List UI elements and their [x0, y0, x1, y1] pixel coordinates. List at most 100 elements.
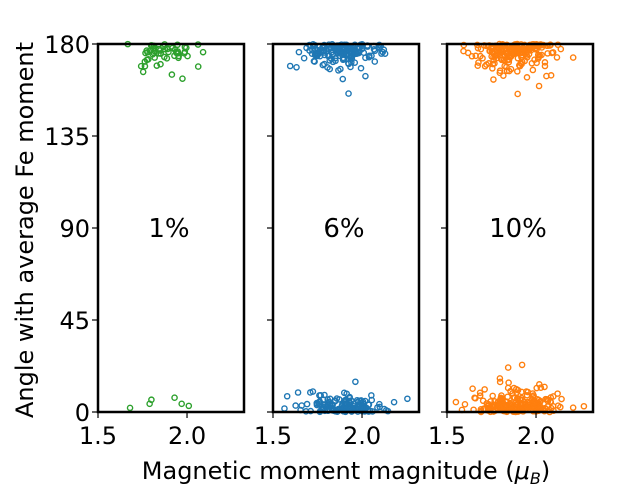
scatter-point — [371, 58, 379, 65]
scatter-point — [390, 398, 398, 406]
scatter-point — [569, 404, 577, 411]
scatter-point — [496, 50, 504, 57]
x-tick-label: 1.5 — [428, 422, 466, 450]
scatter-points-panel-1 — [124, 40, 207, 412]
scatter-point — [171, 394, 178, 401]
panel-annotation: 10% — [489, 214, 547, 244]
scatter-point — [139, 68, 147, 76]
scatter-point — [513, 389, 520, 396]
scatter-point — [314, 46, 322, 54]
scatter-point — [362, 72, 369, 80]
scatter-point — [550, 407, 557, 414]
scatter-point — [345, 397, 353, 405]
scatter-point — [349, 404, 357, 412]
scatter-point — [347, 63, 354, 71]
scatter-point — [157, 50, 164, 57]
y-tick-label: 45 — [59, 307, 90, 335]
scatter-point — [501, 62, 508, 70]
scatter-point — [376, 400, 383, 408]
scatter-point — [357, 64, 365, 72]
scatter-point — [505, 379, 512, 387]
panel-3: 1.5 2.0 10% — [428, 40, 595, 450]
y-axis-label: Angle with average Fe moment — [11, 42, 39, 418]
scatter-point — [468, 52, 476, 60]
scatter-point — [507, 46, 514, 54]
scatter-point — [148, 396, 155, 404]
scatter-point — [544, 50, 551, 57]
scatter-point — [504, 56, 512, 64]
scatter-point — [178, 400, 185, 408]
scatter-point — [523, 53, 531, 61]
scatter-point — [308, 50, 316, 58]
x-tick-label: 1.5 — [79, 422, 117, 450]
scatter-point — [569, 54, 577, 61]
scatter-point — [316, 392, 323, 399]
y-tick-label: 180 — [44, 31, 90, 59]
scatter-point — [365, 53, 373, 61]
scatter-point — [489, 65, 496, 72]
scatter-point — [513, 68, 521, 75]
scatter-point — [517, 59, 525, 67]
scatter-point — [165, 48, 172, 56]
x-tick-label: 2.0 — [168, 422, 206, 450]
scatter-point — [557, 45, 565, 53]
scatter-point — [518, 361, 526, 369]
scatter-point — [504, 364, 512, 371]
scatter-point — [294, 389, 302, 396]
scatter-point — [332, 57, 339, 65]
scatter-point — [352, 48, 360, 55]
scatter-point — [489, 392, 496, 400]
panel-annotation: 6% — [323, 214, 364, 244]
scatter-point — [541, 59, 549, 66]
scatter-point — [541, 383, 548, 391]
scatter-point — [354, 401, 362, 409]
scatter-point — [514, 90, 521, 98]
scatter-point — [489, 60, 497, 68]
scatter-point — [292, 402, 299, 409]
scatter-point — [481, 386, 488, 393]
scatter-point — [547, 72, 555, 79]
scatter-point — [469, 385, 476, 392]
scatter-point — [476, 389, 484, 397]
scatter-point — [283, 392, 291, 400]
scatter-point — [376, 403, 384, 411]
scatter-point — [368, 396, 376, 404]
scatter-point — [309, 388, 317, 395]
scatter-point — [523, 45, 531, 53]
x-tick-label: 2.0 — [517, 422, 555, 450]
scatter-point — [348, 52, 356, 59]
scatter-point — [490, 76, 497, 83]
scatter-point — [141, 62, 149, 70]
scatter-point — [328, 49, 335, 56]
scatter-point — [554, 390, 561, 397]
scatter-point — [352, 378, 359, 386]
scatter-point — [293, 64, 300, 71]
scatter-point — [339, 75, 347, 83]
scatter-point — [143, 47, 151, 54]
scatter-point — [504, 384, 512, 392]
scatter-point — [335, 67, 342, 74]
scatter-point — [345, 90, 352, 97]
scatter-point — [149, 51, 157, 58]
scatter-point — [153, 62, 161, 69]
scatter-point — [514, 48, 522, 56]
scatter-point — [529, 66, 537, 74]
scatter-point — [523, 391, 531, 399]
scatter-point — [509, 390, 516, 397]
scatter-point — [476, 392, 484, 399]
scatter-point — [370, 46, 378, 53]
scatter-point — [535, 82, 543, 90]
scatter-point — [303, 400, 311, 408]
scatter-point — [171, 52, 178, 60]
scatter-point — [337, 47, 344, 54]
scatter-point — [533, 59, 540, 67]
y-tick-label: 90 — [59, 215, 90, 243]
scatter-point — [500, 45, 508, 52]
scatter-point — [360, 49, 368, 57]
scatter-point — [168, 71, 176, 78]
scatter-point — [580, 402, 588, 410]
y-tick-label: 0 — [75, 399, 90, 427]
scatter-point — [342, 401, 350, 409]
